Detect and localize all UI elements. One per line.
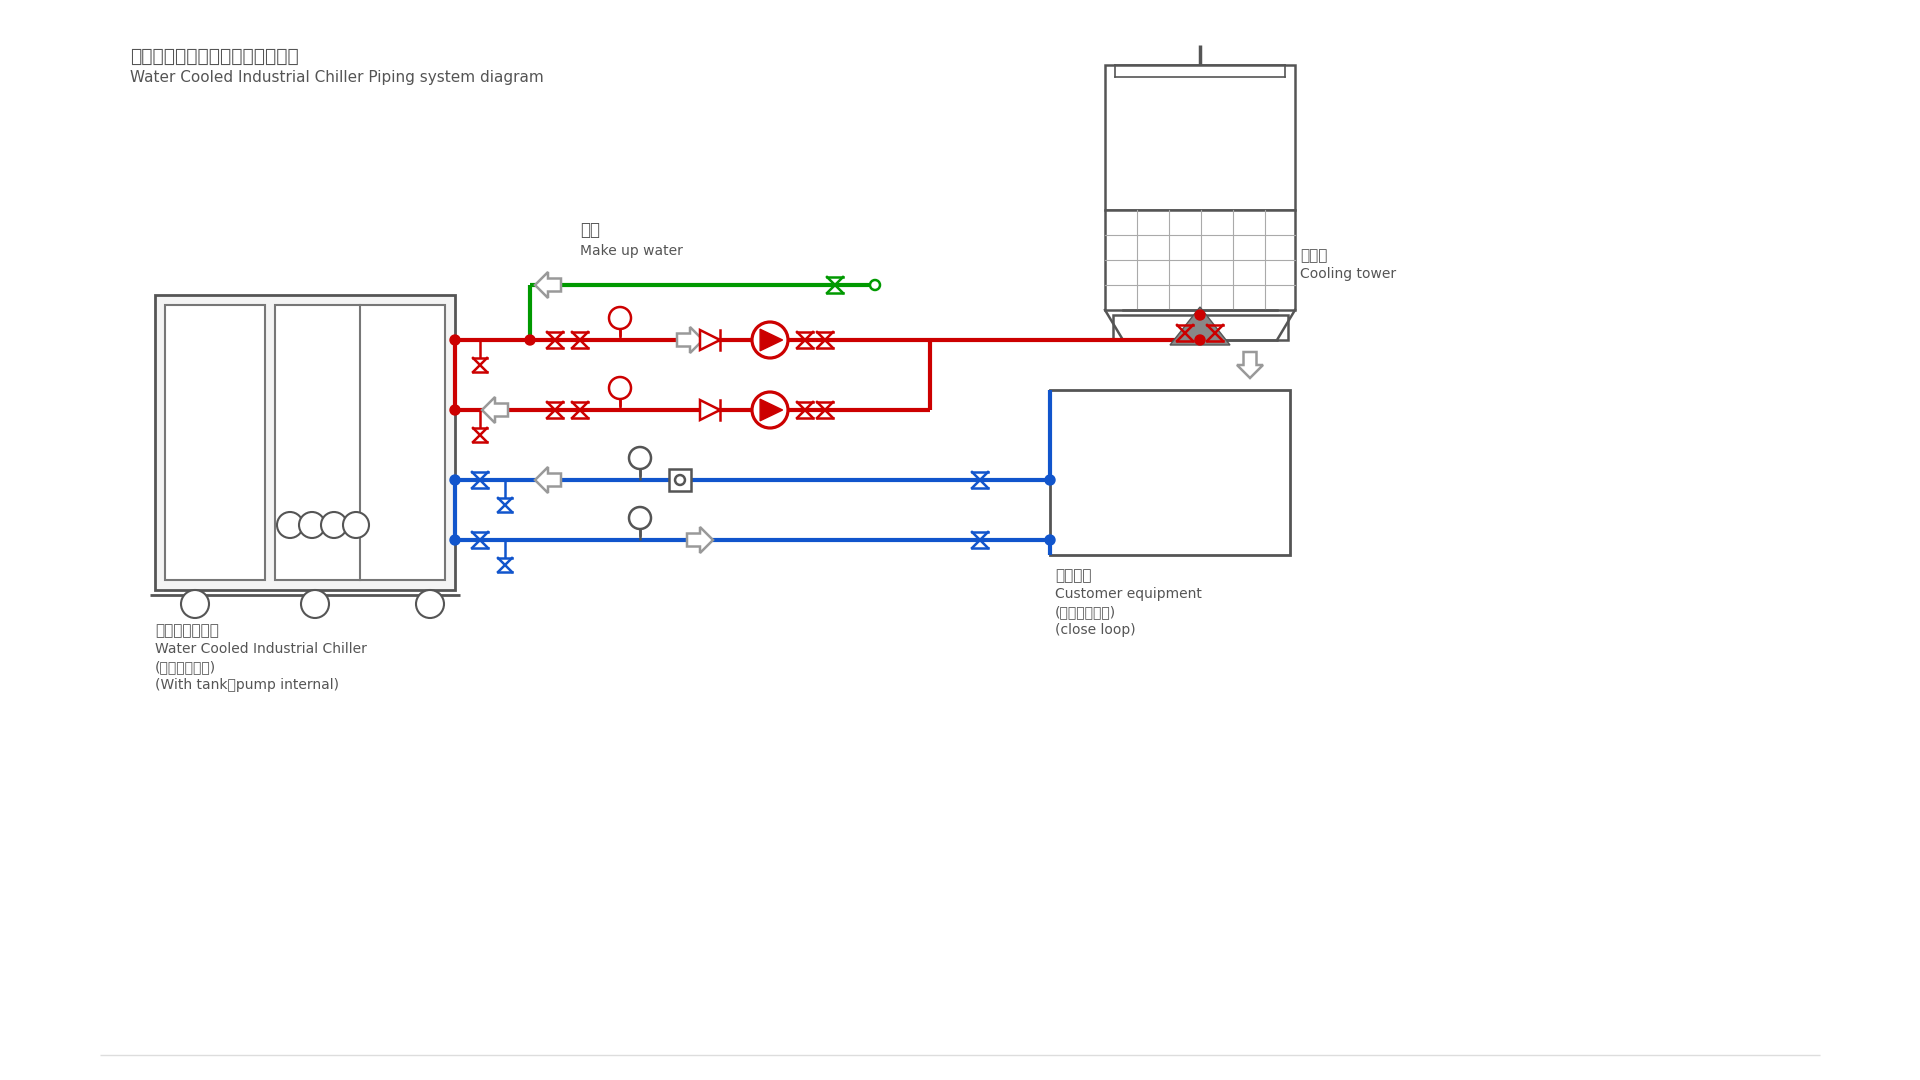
Text: 客戶設備: 客戶設備 [1054,568,1091,583]
Bar [165,305,265,580]
Circle shape [630,507,651,529]
Text: Make up water: Make up water [580,244,684,258]
Polygon shape [701,330,720,350]
Circle shape [609,307,632,329]
Circle shape [276,512,303,538]
Text: 水冷冷水機組外部管路連接參考圖: 水冷冷水機組外部管路連接參考圖 [131,48,300,66]
Text: Customer equipment: Customer equipment [1054,588,1202,600]
Polygon shape [536,467,561,492]
Polygon shape [536,272,561,298]
Circle shape [524,335,536,345]
Circle shape [449,405,461,415]
Polygon shape [1236,352,1263,378]
Circle shape [449,335,461,345]
Circle shape [1194,335,1206,345]
Circle shape [609,377,632,399]
Text: Water Cooled Industrial Chiller: Water Cooled Industrial Chiller [156,642,367,656]
Text: 補水: 補水 [580,221,599,239]
Circle shape [301,590,328,618]
Bar [1106,210,1294,310]
Bar [1106,65,1294,210]
Polygon shape [760,400,783,421]
Circle shape [417,590,444,618]
Polygon shape [482,397,509,423]
Circle shape [753,322,787,357]
Polygon shape [678,327,703,353]
Polygon shape [687,527,712,553]
Circle shape [753,392,787,428]
Circle shape [300,512,324,538]
Polygon shape [760,329,783,351]
Text: (含水箱、水泵): (含水箱、水泵) [156,660,217,674]
Bar [156,295,455,590]
Polygon shape [701,400,720,420]
Text: 水冷式冷水機組: 水冷式冷水機組 [156,623,219,638]
Circle shape [321,512,348,538]
Text: Water Cooled Industrial Chiller Piping system diagram: Water Cooled Industrial Chiller Piping s… [131,70,543,85]
Circle shape [1194,310,1206,320]
Bar [1114,315,1288,340]
Text: (close loop): (close loop) [1054,623,1135,637]
Text: Cooling tower: Cooling tower [1300,267,1396,281]
Circle shape [449,535,461,545]
Circle shape [1044,475,1054,485]
Bar [1050,390,1290,555]
Text: 冷卻塔: 冷卻塔 [1300,248,1327,264]
Text: (需封閉承壓式): (需封閉承壓式) [1054,605,1116,619]
Bar [275,305,445,580]
Circle shape [870,280,879,291]
Circle shape [676,475,685,485]
Bar [668,469,691,491]
Circle shape [1044,535,1054,545]
Circle shape [344,512,369,538]
Circle shape [449,475,461,485]
Circle shape [180,590,209,618]
Text: (With tank、pump internal): (With tank、pump internal) [156,678,340,692]
Circle shape [630,447,651,469]
Polygon shape [1169,307,1231,345]
